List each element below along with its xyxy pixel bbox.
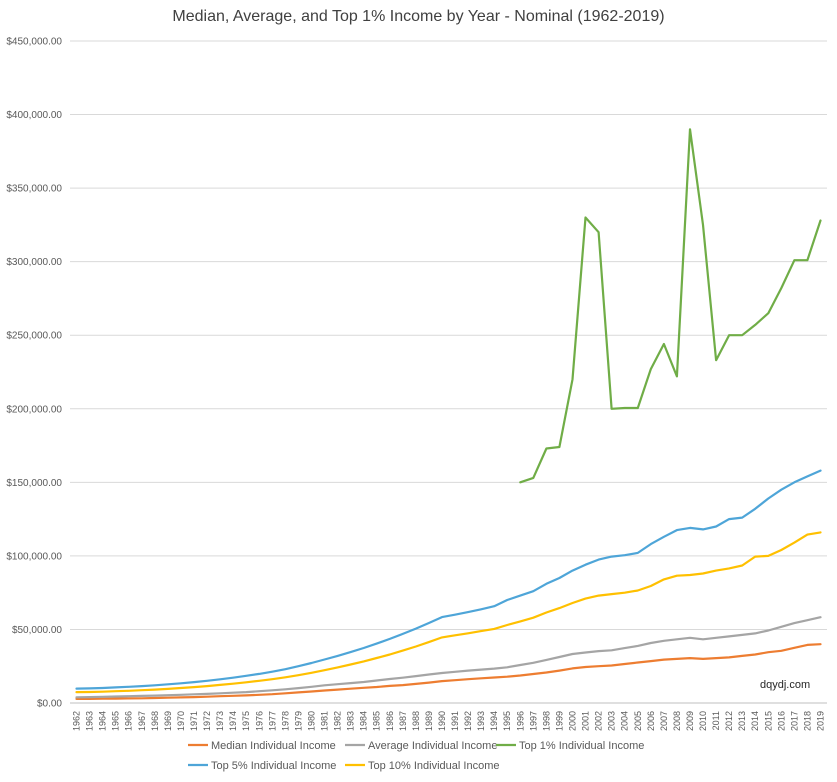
x-tick-label: 1983	[346, 711, 356, 731]
x-tick-label: 1999	[554, 711, 564, 731]
watermark-text: dqydj.com	[760, 679, 810, 691]
x-tick-label: 1992	[463, 711, 473, 731]
x-tick-label: 2015	[763, 711, 773, 731]
x-tick-label: 1987	[398, 711, 408, 731]
x-tick-label: 1986	[385, 711, 395, 731]
x-tick-label: 1981	[320, 711, 330, 731]
x-tick-label: 2010	[698, 711, 708, 731]
x-tick-label: 2014	[750, 711, 760, 731]
x-tick-label: 1978	[280, 711, 290, 731]
x-tick-label: 1970	[176, 711, 186, 731]
y-tick-label: $400,000.00	[6, 110, 62, 121]
x-tick-label: 1967	[137, 711, 147, 731]
x-tick-label: 1971	[189, 711, 199, 731]
series-line-top-10-individual-income	[75, 531, 822, 694]
x-tick-label: 2004	[620, 711, 630, 731]
x-tick-label: 1994	[489, 711, 499, 731]
x-tick-label: 1974	[228, 711, 238, 731]
x-tick-label: 2002	[594, 711, 604, 731]
x-tick-label: 1995	[502, 711, 512, 731]
x-tick-label: 2011	[711, 711, 721, 730]
x-tick-label: 1964	[98, 711, 108, 731]
y-tick-label: $450,000.00	[6, 37, 62, 48]
y-tick-label: $250,000.00	[6, 331, 62, 342]
x-tick-label: 2009	[685, 711, 695, 731]
x-tick-label: 1975	[241, 711, 251, 731]
x-tick-label: 1963	[85, 711, 95, 731]
x-tick-label: 1988	[411, 711, 421, 731]
legend-label: Top 10% Individual Income	[368, 760, 499, 772]
x-tick-label: 2000	[567, 711, 577, 731]
y-tick-label: $150,000.00	[6, 478, 62, 489]
x-tick-label: 1965	[111, 711, 121, 731]
y-tick-label: $100,000.00	[6, 551, 62, 562]
series-line-top-1-individual-income	[519, 128, 822, 484]
x-tick-label: 1972	[202, 711, 212, 731]
x-tick-label: 1985	[372, 711, 382, 731]
x-tick-label: 2003	[607, 711, 617, 731]
y-tick-label: $350,000.00	[6, 184, 62, 195]
x-tick-label: 1979	[293, 711, 303, 731]
x-tick-label: 2008	[672, 711, 682, 731]
x-tick-label: 2012	[724, 711, 734, 731]
y-tick-label: $0.00	[37, 699, 62, 710]
x-tick-label: 2019	[815, 711, 825, 731]
x-tick-label: 1997	[528, 711, 538, 731]
y-tick-label: $200,000.00	[6, 404, 62, 415]
x-tick-label: 2007	[659, 711, 669, 731]
x-tick-label: 1976	[254, 711, 264, 731]
x-tick-label: 1982	[333, 711, 343, 731]
chart-title: Median, Average, and Top 1% Income by Ye…	[172, 8, 665, 25]
x-tick-label: 1989	[424, 711, 434, 731]
x-tick-label: 1977	[267, 711, 277, 731]
x-tick-label: 1962	[72, 711, 82, 731]
x-tick-label: 1966	[124, 711, 134, 731]
y-tick-label: $50,000.00	[12, 625, 62, 636]
x-tick-label: 2017	[789, 711, 799, 731]
x-tick-label: 1980	[306, 711, 316, 731]
y-tick-label: $300,000.00	[6, 257, 62, 268]
legend-label: Median Individual Income	[211, 740, 336, 752]
series-line-average-individual-income	[75, 616, 822, 699]
legend-label: Average Individual Income	[368, 740, 497, 752]
x-tick-label: 2005	[633, 711, 643, 731]
x-tick-label: 1998	[541, 711, 551, 731]
x-tick-label: 1991	[450, 711, 460, 731]
x-tick-label: 1996	[515, 711, 525, 731]
series-line-median-individual-income	[75, 643, 822, 700]
x-tick-label: 1993	[476, 711, 486, 731]
x-tick-label: 2018	[802, 711, 812, 731]
x-tick-label: 1968	[150, 711, 160, 731]
x-tick-label: 1969	[163, 711, 173, 731]
legend-label: Top 5% Individual Income	[211, 760, 336, 772]
x-tick-label: 2006	[646, 711, 656, 731]
legend-label: Top 1% Individual Income	[519, 740, 644, 752]
x-tick-label: 2016	[776, 711, 786, 731]
x-tick-label: 1973	[215, 711, 225, 731]
x-tick-label: 1984	[359, 711, 369, 731]
x-tick-label: 2013	[737, 711, 747, 731]
series-line-top-5-individual-income	[75, 469, 822, 690]
x-tick-label: 1990	[437, 711, 447, 731]
x-tick-label: 2001	[581, 711, 591, 731]
